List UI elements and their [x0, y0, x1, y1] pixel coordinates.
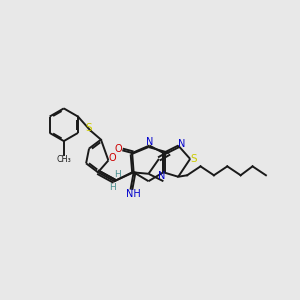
- Text: CH₃: CH₃: [56, 155, 71, 164]
- Text: O: O: [115, 144, 123, 154]
- Text: H: H: [114, 170, 121, 179]
- Text: S: S: [86, 123, 92, 133]
- Text: NH: NH: [126, 189, 141, 199]
- Text: H: H: [110, 183, 116, 192]
- Text: N: N: [146, 137, 153, 147]
- Text: O: O: [108, 153, 116, 163]
- Text: S: S: [191, 154, 197, 164]
- Text: N: N: [178, 139, 185, 149]
- Text: N: N: [158, 171, 166, 181]
